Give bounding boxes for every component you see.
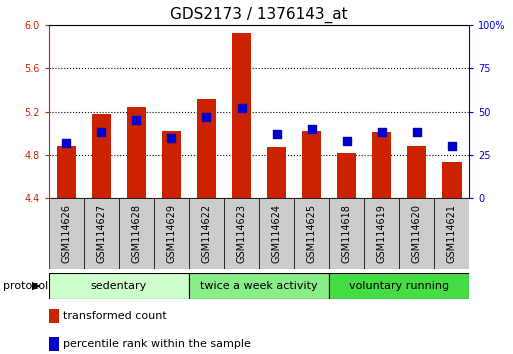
Point	[97, 130, 105, 135]
Point	[132, 118, 141, 123]
Bar	[302, 131, 321, 198]
Text: GSM114622: GSM114622	[202, 204, 211, 263]
Text: GSM114626: GSM114626	[61, 204, 71, 263]
Bar	[329, 273, 469, 299]
Bar	[189, 273, 329, 299]
Bar	[49, 309, 59, 323]
Bar	[49, 198, 84, 269]
Bar	[162, 131, 181, 198]
Bar	[435, 198, 469, 269]
Bar	[442, 162, 462, 198]
Point	[202, 114, 210, 120]
Bar	[197, 98, 216, 198]
Text: protocol: protocol	[3, 281, 48, 291]
Text: sedentary: sedentary	[91, 281, 147, 291]
Bar	[49, 337, 59, 351]
Bar	[259, 198, 294, 269]
Text: transformed count: transformed count	[64, 311, 167, 321]
Bar	[49, 273, 189, 299]
Bar	[92, 114, 111, 198]
Text: GSM114623: GSM114623	[236, 204, 247, 263]
Text: GSM114629: GSM114629	[166, 204, 176, 263]
Text: GSM114625: GSM114625	[307, 204, 317, 263]
Text: GSM114619: GSM114619	[377, 204, 387, 263]
Bar	[154, 198, 189, 269]
Point	[62, 140, 70, 145]
Point	[343, 138, 351, 144]
Bar	[399, 198, 435, 269]
Text: GSM114627: GSM114627	[96, 204, 106, 263]
Point	[167, 135, 175, 141]
Text: GSM114621: GSM114621	[447, 204, 457, 263]
Point	[378, 130, 386, 135]
Text: voluntary running: voluntary running	[349, 281, 449, 291]
Point	[448, 143, 456, 149]
Text: GSM114628: GSM114628	[131, 204, 142, 263]
Bar	[127, 107, 146, 198]
Bar	[337, 153, 357, 198]
Bar	[294, 198, 329, 269]
Bar	[56, 146, 76, 198]
Bar	[232, 34, 251, 198]
Bar	[119, 198, 154, 269]
Bar	[372, 132, 391, 198]
Text: ▶: ▶	[32, 281, 41, 291]
Bar	[407, 146, 426, 198]
Text: percentile rank within the sample: percentile rank within the sample	[64, 339, 251, 349]
Text: GSM114618: GSM114618	[342, 204, 352, 263]
Bar	[84, 198, 119, 269]
Bar	[364, 198, 399, 269]
Bar	[329, 198, 364, 269]
Point	[272, 131, 281, 137]
Title: GDS2173 / 1376143_at: GDS2173 / 1376143_at	[170, 7, 348, 23]
Bar	[267, 147, 286, 198]
Text: twice a week activity: twice a week activity	[200, 281, 318, 291]
Text: GSM114624: GSM114624	[271, 204, 282, 263]
Point	[412, 130, 421, 135]
Point	[307, 126, 315, 132]
Bar	[224, 198, 259, 269]
Bar	[189, 198, 224, 269]
Text: GSM114620: GSM114620	[412, 204, 422, 263]
Point	[238, 105, 246, 111]
